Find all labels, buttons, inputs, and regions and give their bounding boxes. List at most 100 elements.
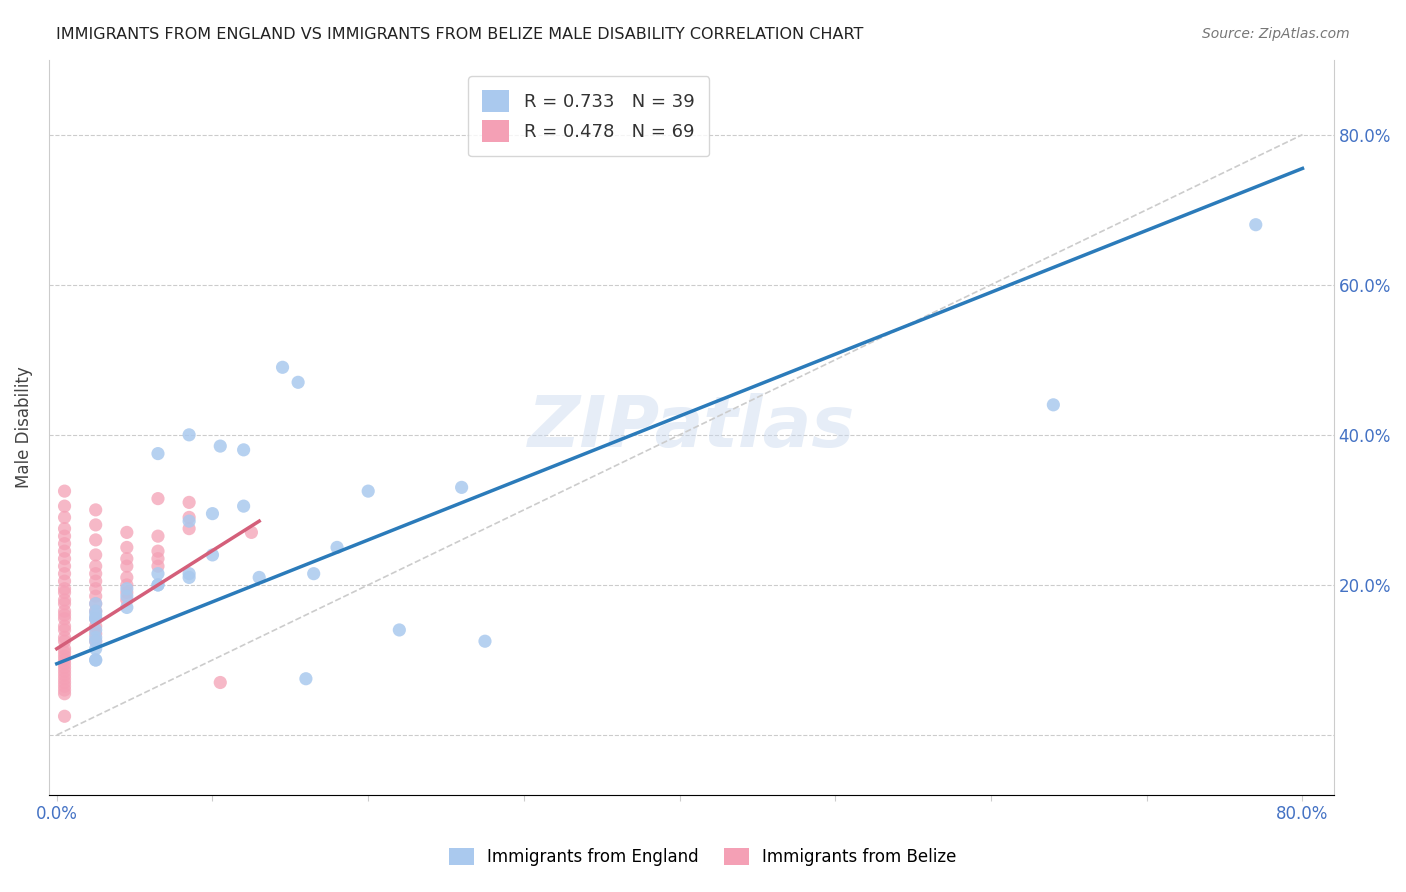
Point [53,529,76,543]
Text: Source: ZipAtlas.com: Source: ZipAtlas.com [1202,27,1350,41]
Point [146,578,169,592]
Point [84,634,107,648]
Point [201,548,224,562]
Point [53,582,76,596]
Point [53,631,76,645]
Point [146,544,169,558]
Point [53,665,76,679]
Point [53,668,76,682]
Legend: Immigrants from England, Immigrants from Belize: Immigrants from England, Immigrants from… [441,840,965,875]
Point [146,529,169,543]
Point [53,607,76,622]
Point [84,607,107,622]
Point [53,522,76,536]
Point [388,623,411,637]
Point [1244,218,1267,232]
Point [53,672,76,686]
Point [84,619,107,633]
Point [271,360,294,375]
Point [247,570,270,584]
Point [84,604,107,618]
Point [53,623,76,637]
Point [146,566,169,581]
Point [357,484,380,499]
Point [115,559,138,574]
Point [146,491,169,506]
Point [84,597,107,611]
Point [201,507,224,521]
Point [115,551,138,566]
Point [232,499,254,513]
Text: IMMIGRANTS FROM ENGLAND VS IMMIGRANTS FROM BELIZE MALE DISABILITY CORRELATION CH: IMMIGRANTS FROM ENGLAND VS IMMIGRANTS FR… [56,27,863,42]
Point [146,551,169,566]
Point [84,641,107,656]
Point [53,709,76,723]
Point [84,566,107,581]
Point [84,631,107,645]
Point [53,657,76,671]
Point [53,675,76,690]
Point [209,439,232,453]
Point [1042,398,1064,412]
Point [84,582,107,596]
Text: ZIPatlas: ZIPatlas [527,392,855,462]
Point [53,536,76,550]
Point [84,653,107,667]
Point [84,626,107,640]
Point [53,660,76,674]
Point [84,604,107,618]
Point [179,495,201,509]
Y-axis label: Male Disability: Male Disability [15,367,32,488]
Point [326,541,349,555]
Point [84,559,107,574]
Point [179,427,201,442]
Point [53,585,76,599]
Point [84,533,107,547]
Point [179,514,201,528]
Point [53,641,76,656]
Point [84,548,107,562]
Point [53,559,76,574]
Point [115,570,138,584]
Point [53,484,76,499]
Point [232,442,254,457]
Point [474,634,496,648]
Point [53,551,76,566]
Point [84,597,107,611]
Point [84,653,107,667]
Point [84,574,107,589]
Point [146,447,169,461]
Point [53,649,76,664]
Point [209,675,232,690]
Legend: R = 0.733   N = 39, R = 0.478   N = 69: R = 0.733 N = 39, R = 0.478 N = 69 [468,76,709,156]
Point [84,612,107,626]
Point [115,593,138,607]
Point [53,510,76,524]
Point [53,653,76,667]
Point [295,672,318,686]
Point [240,525,263,540]
Point [179,522,201,536]
Point [53,683,76,698]
Point [115,582,138,596]
Point [302,566,325,581]
Point [53,593,76,607]
Point [53,634,76,648]
Point [53,687,76,701]
Point [179,570,201,584]
Point [115,589,138,603]
Point [53,597,76,611]
Point [53,619,76,633]
Point [179,566,201,581]
Point [53,574,76,589]
Point [287,376,309,390]
Point [84,634,107,648]
Point [84,503,107,517]
Point [115,600,138,615]
Point [450,480,472,494]
Point [115,585,138,599]
Point [146,559,169,574]
Point [115,541,138,555]
Point [115,525,138,540]
Point [84,612,107,626]
